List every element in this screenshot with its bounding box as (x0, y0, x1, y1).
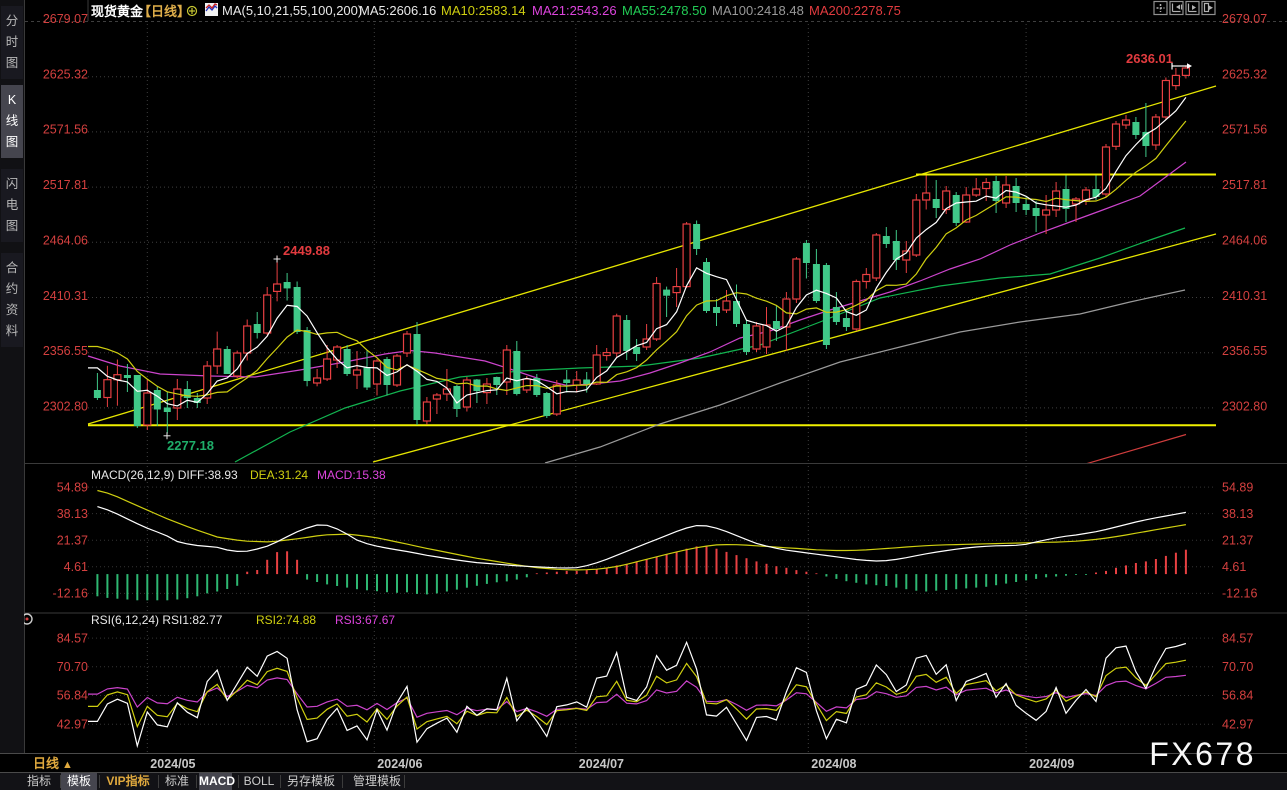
svg-text:21.37: 21.37 (1222, 533, 1253, 547)
svg-text:MA5:2606.16: MA5:2606.16 (359, 3, 436, 18)
svg-text:现货黄金: 现货黄金 (91, 4, 144, 19)
svg-text:56.84: 56.84 (57, 689, 88, 703)
svg-text:2302.80: 2302.80 (43, 399, 88, 413)
svg-text:MA55:2478.50: MA55:2478.50 (622, 3, 707, 18)
svg-text:2024/06: 2024/06 (377, 757, 422, 771)
svg-text:42.97: 42.97 (57, 717, 88, 731)
svg-text:MA10:2583.14: MA10:2583.14 (441, 3, 526, 18)
svg-text:2024/09: 2024/09 (1029, 757, 1074, 771)
svg-text:38.13: 38.13 (57, 507, 88, 521)
svg-text:日线: 日线 (33, 756, 59, 771)
svg-text:21.37: 21.37 (57, 533, 88, 547)
svg-text:MACD(26,12,9) DIFF:38.93: MACD(26,12,9) DIFF:38.93 (91, 468, 238, 482)
svg-text:2625.32: 2625.32 (1222, 67, 1267, 81)
svg-text:MA21:2543.26: MA21:2543.26 (532, 3, 617, 18)
svg-text:70.70: 70.70 (57, 660, 88, 674)
svg-text:2464.06: 2464.06 (1222, 233, 1267, 247)
svg-text:56.84: 56.84 (1222, 689, 1253, 703)
svg-text:4.61: 4.61 (64, 560, 88, 574)
svg-text:54.89: 54.89 (1222, 480, 1253, 494)
svg-text:-12.16: -12.16 (1222, 587, 1257, 601)
svg-text:2302.80: 2302.80 (1222, 399, 1267, 413)
svg-text:DEA:31.24: DEA:31.24 (250, 468, 308, 482)
svg-text:MA200:2278.75: MA200:2278.75 (809, 3, 901, 18)
svg-text:2277.18: 2277.18 (167, 438, 214, 453)
svg-text:MACD:15.38: MACD:15.38 (317, 468, 386, 482)
svg-text:2449.88: 2449.88 (283, 243, 330, 258)
svg-text:RSI2:74.88: RSI2:74.88 (256, 613, 316, 627)
svg-text:2517.81: 2517.81 (1222, 178, 1267, 192)
svg-text:2571.56: 2571.56 (1222, 123, 1267, 137)
svg-text:2024/05: 2024/05 (150, 757, 195, 771)
svg-text:RSI3:67.67: RSI3:67.67 (335, 613, 395, 627)
svg-text:70.70: 70.70 (1222, 660, 1253, 674)
svg-text:2636.01: 2636.01 (1126, 51, 1173, 66)
svg-text:RSI(6,12,24) RSI1:82.77: RSI(6,12,24) RSI1:82.77 (91, 613, 223, 627)
svg-text:FX678: FX678 (1149, 736, 1256, 772)
svg-text:2024/07: 2024/07 (579, 757, 624, 771)
svg-text:MA100:2418.48: MA100:2418.48 (712, 3, 804, 18)
svg-text:▲: ▲ (62, 759, 73, 771)
svg-text:2024/08: 2024/08 (811, 757, 856, 771)
svg-text:2356.55: 2356.55 (43, 344, 88, 358)
svg-text:54.89: 54.89 (57, 480, 88, 494)
svg-text:2410.31: 2410.31 (43, 289, 88, 303)
svg-text:2356.55: 2356.55 (1222, 344, 1267, 358)
svg-text:4.61: 4.61 (1222, 560, 1246, 574)
svg-text:2571.56: 2571.56 (43, 123, 88, 137)
svg-text:2679.07: 2679.07 (1222, 12, 1267, 26)
svg-text:38.13: 38.13 (1222, 507, 1253, 521)
svg-text:【日线】: 【日线】 (138, 4, 190, 19)
svg-text:2410.31: 2410.31 (1222, 289, 1267, 303)
svg-text:84.57: 84.57 (57, 631, 88, 645)
svg-text:2517.81: 2517.81 (43, 178, 88, 192)
svg-text:2464.06: 2464.06 (43, 233, 88, 247)
svg-text:MA(5,10,21,55,100,200): MA(5,10,21,55,100,200) (222, 3, 362, 18)
svg-text:42.97: 42.97 (1222, 717, 1253, 731)
svg-text:2679.07: 2679.07 (43, 12, 88, 26)
svg-text:84.57: 84.57 (1222, 631, 1253, 645)
svg-text:-12.16: -12.16 (53, 587, 88, 601)
svg-text:2625.32: 2625.32 (43, 67, 88, 81)
